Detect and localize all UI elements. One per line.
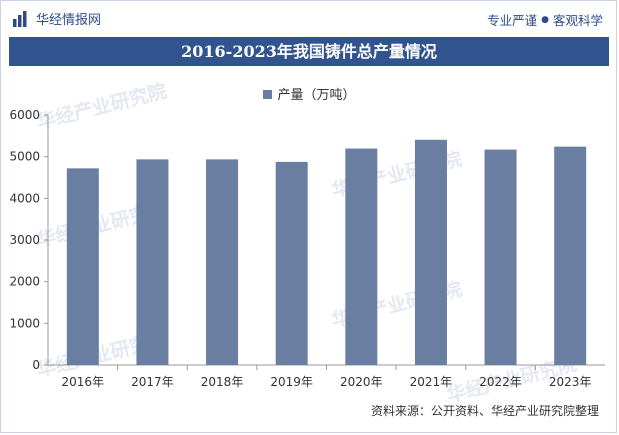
- y-tick-label: 1000: [9, 316, 40, 330]
- x-tick-label: 2017年: [131, 375, 174, 389]
- legend-swatch: [263, 90, 273, 99]
- bar: [414, 139, 447, 365]
- bar: [554, 146, 587, 365]
- header-bar: 华经情报网 专业严谨 ● 客观科学: [0, 0, 617, 36]
- brand-name: 华经情报网: [36, 13, 102, 28]
- bar: [66, 168, 99, 365]
- brand-logo-icon: [13, 10, 27, 27]
- x-tick-label: 2022年: [479, 375, 522, 389]
- slogan-right: 客观科学: [552, 13, 603, 28]
- y-tick-label: 6000: [9, 108, 40, 122]
- chart-title: 2016-2023年我国铸件总产量情况: [9, 37, 609, 66]
- y-tick-label: 5000: [9, 150, 40, 164]
- x-tick-label: 2020年: [340, 375, 383, 389]
- bar: [484, 149, 517, 365]
- bar: [345, 148, 378, 365]
- bar: [136, 159, 169, 365]
- slogan: 专业严谨 ● 客观科学: [487, 10, 603, 29]
- y-tick-label: 4000: [9, 191, 40, 205]
- x-tick-label: 2018年: [201, 375, 244, 389]
- x-tick-label: 2016年: [62, 375, 105, 389]
- bullet-dot-icon: ●: [541, 14, 549, 25]
- y-tick-label: 2000: [9, 275, 40, 289]
- legend: 产量（万吨）: [0, 84, 619, 103]
- x-tick-label: 2019年: [270, 375, 313, 389]
- brand: 华经情报网: [12, 9, 101, 28]
- slogan-left: 专业严谨: [487, 13, 538, 28]
- legend-label: 产量（万吨）: [277, 88, 356, 103]
- x-tick-label: 2023年: [549, 375, 592, 389]
- y-tick-label: 0: [32, 358, 40, 372]
- source-note: 资料来源：公开资料、华经产业研究院整理: [370, 404, 599, 418]
- y-tick-label: 3000: [9, 233, 40, 247]
- bar: [206, 159, 239, 365]
- x-tick-label: 2021年: [410, 375, 453, 389]
- bar: [275, 161, 308, 365]
